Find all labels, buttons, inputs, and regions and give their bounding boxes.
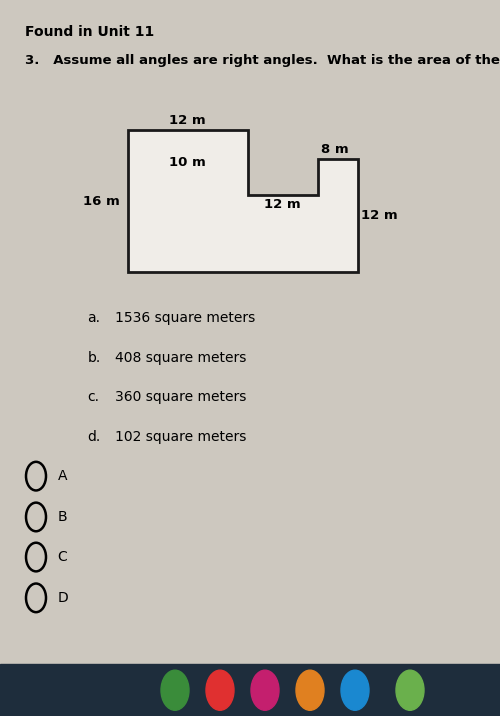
Circle shape — [296, 670, 324, 710]
Text: 12 m: 12 m — [169, 114, 206, 127]
Text: C: C — [58, 550, 67, 564]
Text: 360 square meters: 360 square meters — [115, 390, 246, 405]
Text: 10 m: 10 m — [169, 156, 206, 169]
Text: A: A — [58, 469, 67, 483]
Circle shape — [251, 670, 279, 710]
Text: Found in Unit 11: Found in Unit 11 — [25, 25, 154, 39]
Text: 16 m: 16 m — [83, 195, 120, 208]
Text: 102 square meters: 102 square meters — [115, 430, 246, 444]
Text: 3.   Assume all angles are right angles.  What is the area of the figure?: 3. Assume all angles are right angles. W… — [25, 54, 500, 67]
Text: 408 square meters: 408 square meters — [115, 351, 246, 365]
Text: d.: d. — [88, 430, 101, 444]
Bar — [0, 664, 500, 716]
Text: 12 m: 12 m — [264, 198, 301, 211]
Polygon shape — [128, 130, 358, 272]
Text: 8 m: 8 m — [321, 143, 348, 156]
Text: b.: b. — [88, 351, 101, 365]
Circle shape — [206, 670, 234, 710]
Circle shape — [341, 670, 369, 710]
Text: 1536 square meters: 1536 square meters — [115, 311, 256, 326]
Circle shape — [161, 670, 189, 710]
Text: a.: a. — [88, 311, 101, 326]
Text: c.: c. — [88, 390, 100, 405]
Text: 12 m: 12 m — [361, 209, 398, 222]
Text: B: B — [58, 510, 67, 524]
Text: D: D — [58, 591, 68, 605]
Circle shape — [396, 670, 424, 710]
